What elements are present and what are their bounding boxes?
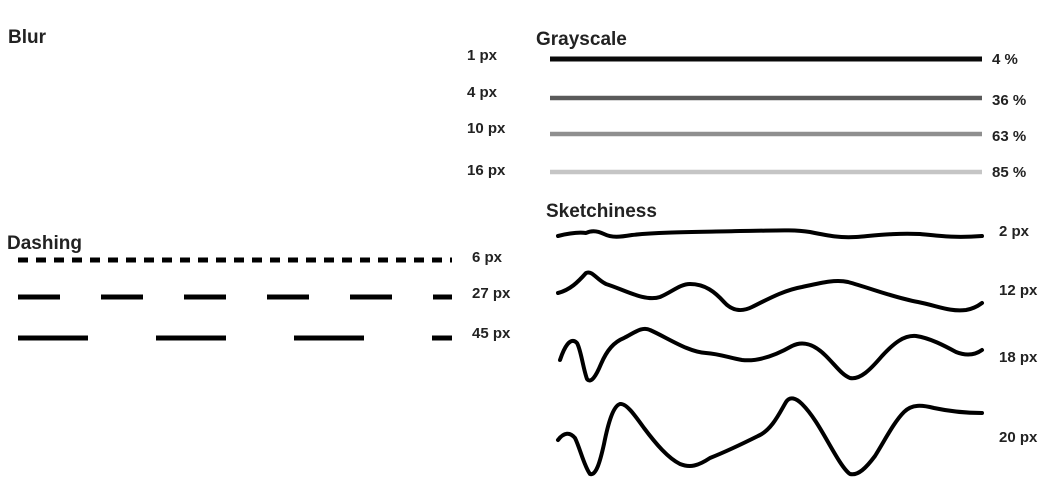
blur-label-4: 4 px (467, 84, 498, 101)
gray-label-63: 63 % (992, 128, 1027, 145)
gray-label-4: 4 % (992, 51, 1018, 68)
sketch-label-20: 20 px (999, 429, 1038, 446)
grayscale-title: Grayscale (536, 29, 627, 50)
dash-label-45: 45 px (472, 325, 511, 342)
gray-label-36: 36 % (992, 92, 1027, 109)
sketch-line-2 (556, 228, 984, 240)
blur-label-10: 10 px (467, 120, 506, 137)
sketch-line-12 (556, 270, 984, 313)
blur-label-16: 16 px (467, 162, 506, 179)
dashing-title: Dashing (7, 233, 82, 254)
sketch-line-20 (556, 396, 984, 477)
sketchiness-title: Sketchiness (546, 201, 657, 222)
dash-label-27: 27 px (472, 285, 511, 302)
sketch-line-18 (558, 326, 984, 383)
sketch-label-2: 2 px (999, 223, 1030, 240)
gray-label-85: 85 % (992, 164, 1027, 181)
sketch-label-18: 18 px (999, 349, 1038, 366)
blur-label-1: 1 px (467, 47, 498, 64)
sketch-label-12: 12 px (999, 282, 1038, 299)
dash-label-6: 6 px (472, 249, 503, 266)
blur-title: Blur (8, 27, 46, 48)
